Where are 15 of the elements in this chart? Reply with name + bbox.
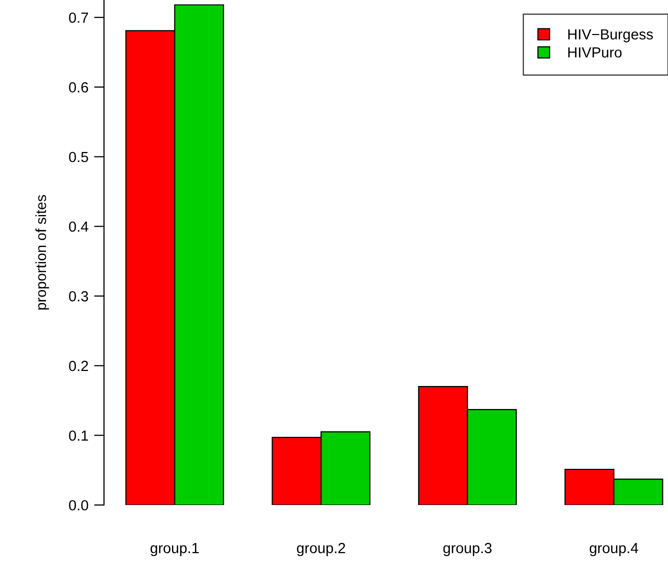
y-tick-label: 0.1	[69, 430, 88, 441]
y-axis-title: proportion of sites	[35, 195, 50, 310]
y-tick-label: 0.0	[69, 500, 88, 510]
legend-label: HIV−Burgess	[568, 29, 653, 42]
x-tick-label: group.3	[443, 542, 492, 556]
x-tick-label: group.4	[590, 543, 638, 556]
x-tick-label: group.2	[296, 542, 346, 556]
x-tick-label: group.1	[150, 543, 199, 556]
y-tick-label: 0.2	[69, 360, 88, 372]
legend-label: HIVPuro	[568, 47, 622, 58]
y-tick-label: 0.7	[69, 12, 88, 23]
y-tick-label: 0.3	[69, 291, 88, 302]
y-tick-label: 0.4	[69, 221, 88, 232]
y-tick-label: 0.6	[69, 82, 88, 92]
y-tick-label: 0.5	[69, 152, 88, 162]
